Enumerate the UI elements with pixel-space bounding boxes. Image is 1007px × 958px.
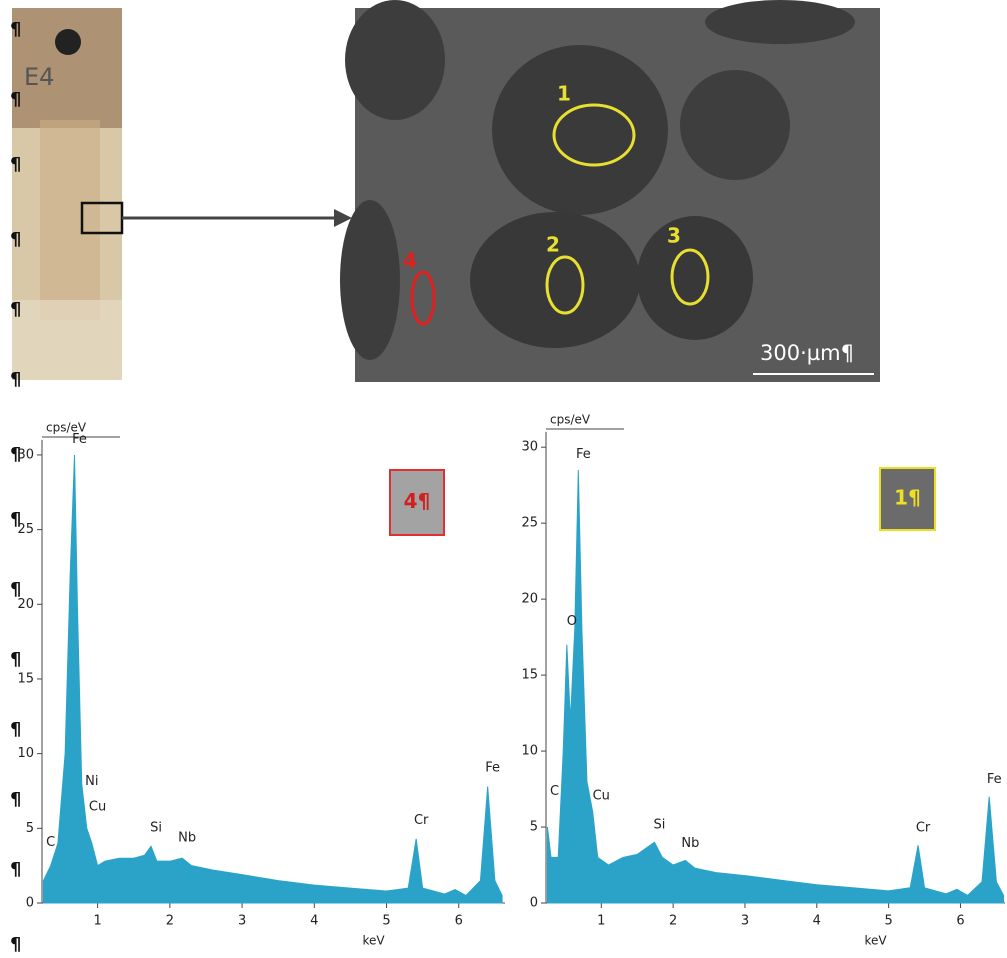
y-tick-label: 10 bbox=[521, 744, 538, 759]
y-tick-label: 0 bbox=[530, 896, 538, 911]
y-tick-label: 15 bbox=[521, 668, 538, 683]
scale-bar-label: 300·µm¶ bbox=[760, 341, 854, 365]
margin-mark: ¶ bbox=[10, 154, 21, 175]
photo-hole bbox=[55, 29, 81, 55]
x-tick-label: 3 bbox=[238, 914, 246, 929]
x-tick-label: 4 bbox=[813, 914, 821, 929]
peak-label: C bbox=[46, 835, 55, 850]
peak-label: Fe bbox=[576, 447, 591, 462]
x-tick-label: 1 bbox=[597, 914, 605, 929]
region-label: 1 bbox=[557, 82, 571, 106]
grain bbox=[637, 216, 753, 340]
sem-image: 1 2 3 4 300·µm¶ bbox=[340, 0, 880, 382]
margin-mark: ¶ bbox=[10, 19, 21, 40]
spectrum-area bbox=[547, 470, 1003, 903]
peak-label: O bbox=[567, 614, 577, 629]
region-label: 2 bbox=[546, 233, 560, 257]
margin-mark: ¶ bbox=[10, 719, 21, 740]
peak-label: Nb bbox=[681, 836, 699, 851]
y-tick-label: 30 bbox=[521, 440, 538, 455]
photo-mid bbox=[40, 120, 100, 320]
figure: E4 1 2 3 4 300·µm¶ ¶¶¶¶¶¶¶¶¶¶¶¶¶¶cps/eVk… bbox=[0, 0, 1007, 954]
y-tick-label: 5 bbox=[530, 820, 538, 835]
peak-label: Nb bbox=[178, 831, 196, 846]
peak-label: Ni bbox=[85, 774, 98, 789]
peak-label: C bbox=[550, 784, 559, 799]
peak-label: Cu bbox=[89, 799, 106, 814]
grain bbox=[680, 70, 790, 180]
peak-label: Fe bbox=[485, 761, 500, 776]
x-tick-label: 3 bbox=[741, 914, 749, 929]
region-label: 4 bbox=[403, 249, 417, 273]
margin-mark: ¶ bbox=[10, 369, 21, 390]
x-tick-label: 5 bbox=[884, 914, 892, 929]
x-tick-label: 1 bbox=[93, 914, 101, 929]
y-tick-label: 20 bbox=[521, 592, 538, 607]
y-tick-label: 5 bbox=[26, 821, 34, 836]
margin-mark: ¶ bbox=[10, 934, 21, 954]
y-tick-label: 10 bbox=[17, 746, 34, 761]
y-axis-label: cps/eV bbox=[550, 413, 591, 427]
margin-mark: ¶ bbox=[10, 789, 21, 810]
x-tick-label: 4 bbox=[310, 914, 318, 929]
y-tick-label: 15 bbox=[17, 671, 34, 686]
margin-mark: ¶ bbox=[10, 229, 21, 250]
grain bbox=[705, 0, 855, 44]
x-tick-label: 6 bbox=[956, 914, 964, 929]
peak-label: Fe bbox=[72, 432, 87, 447]
grain bbox=[345, 0, 445, 120]
peak-label: Cr bbox=[414, 813, 429, 828]
margin-mark: ¶ bbox=[10, 299, 21, 320]
photo-low bbox=[12, 300, 122, 380]
sample-photo: E4 bbox=[12, 8, 352, 380]
inset-label: 4¶ bbox=[404, 489, 431, 513]
region-label: 3 bbox=[667, 224, 681, 248]
peak-label: Si bbox=[150, 820, 162, 835]
y-tick-label: 20 bbox=[17, 597, 34, 612]
x-tick-label: 2 bbox=[166, 914, 174, 929]
y-tick-label: 30 bbox=[17, 447, 34, 462]
peak-label: Cr bbox=[916, 821, 931, 836]
margin-mark: ¶ bbox=[10, 859, 21, 880]
y-tick-label: 25 bbox=[521, 516, 538, 531]
x-tick-label: 2 bbox=[669, 914, 677, 929]
x-axis-label: keV bbox=[362, 934, 385, 948]
y-tick-label: 25 bbox=[17, 522, 34, 537]
x-axis-label: keV bbox=[864, 934, 887, 948]
x-tick-label: 6 bbox=[455, 914, 463, 929]
grain bbox=[492, 45, 668, 215]
margin-mark: ¶ bbox=[10, 649, 21, 670]
peak-label: Cu bbox=[593, 789, 610, 804]
x-tick-label: 5 bbox=[382, 914, 390, 929]
peak-label: Fe bbox=[987, 772, 1002, 787]
grain bbox=[340, 200, 400, 360]
peak-label: Si bbox=[654, 818, 666, 833]
y-tick-label: 0 bbox=[26, 896, 34, 911]
inset-label: 1¶ bbox=[894, 486, 921, 510]
page: {"sample": {"label": "E4"}, "sem": {"reg… bbox=[0, 0, 1007, 954]
margin-mark: ¶ bbox=[10, 89, 21, 110]
sample-label: E4 bbox=[24, 63, 54, 91]
